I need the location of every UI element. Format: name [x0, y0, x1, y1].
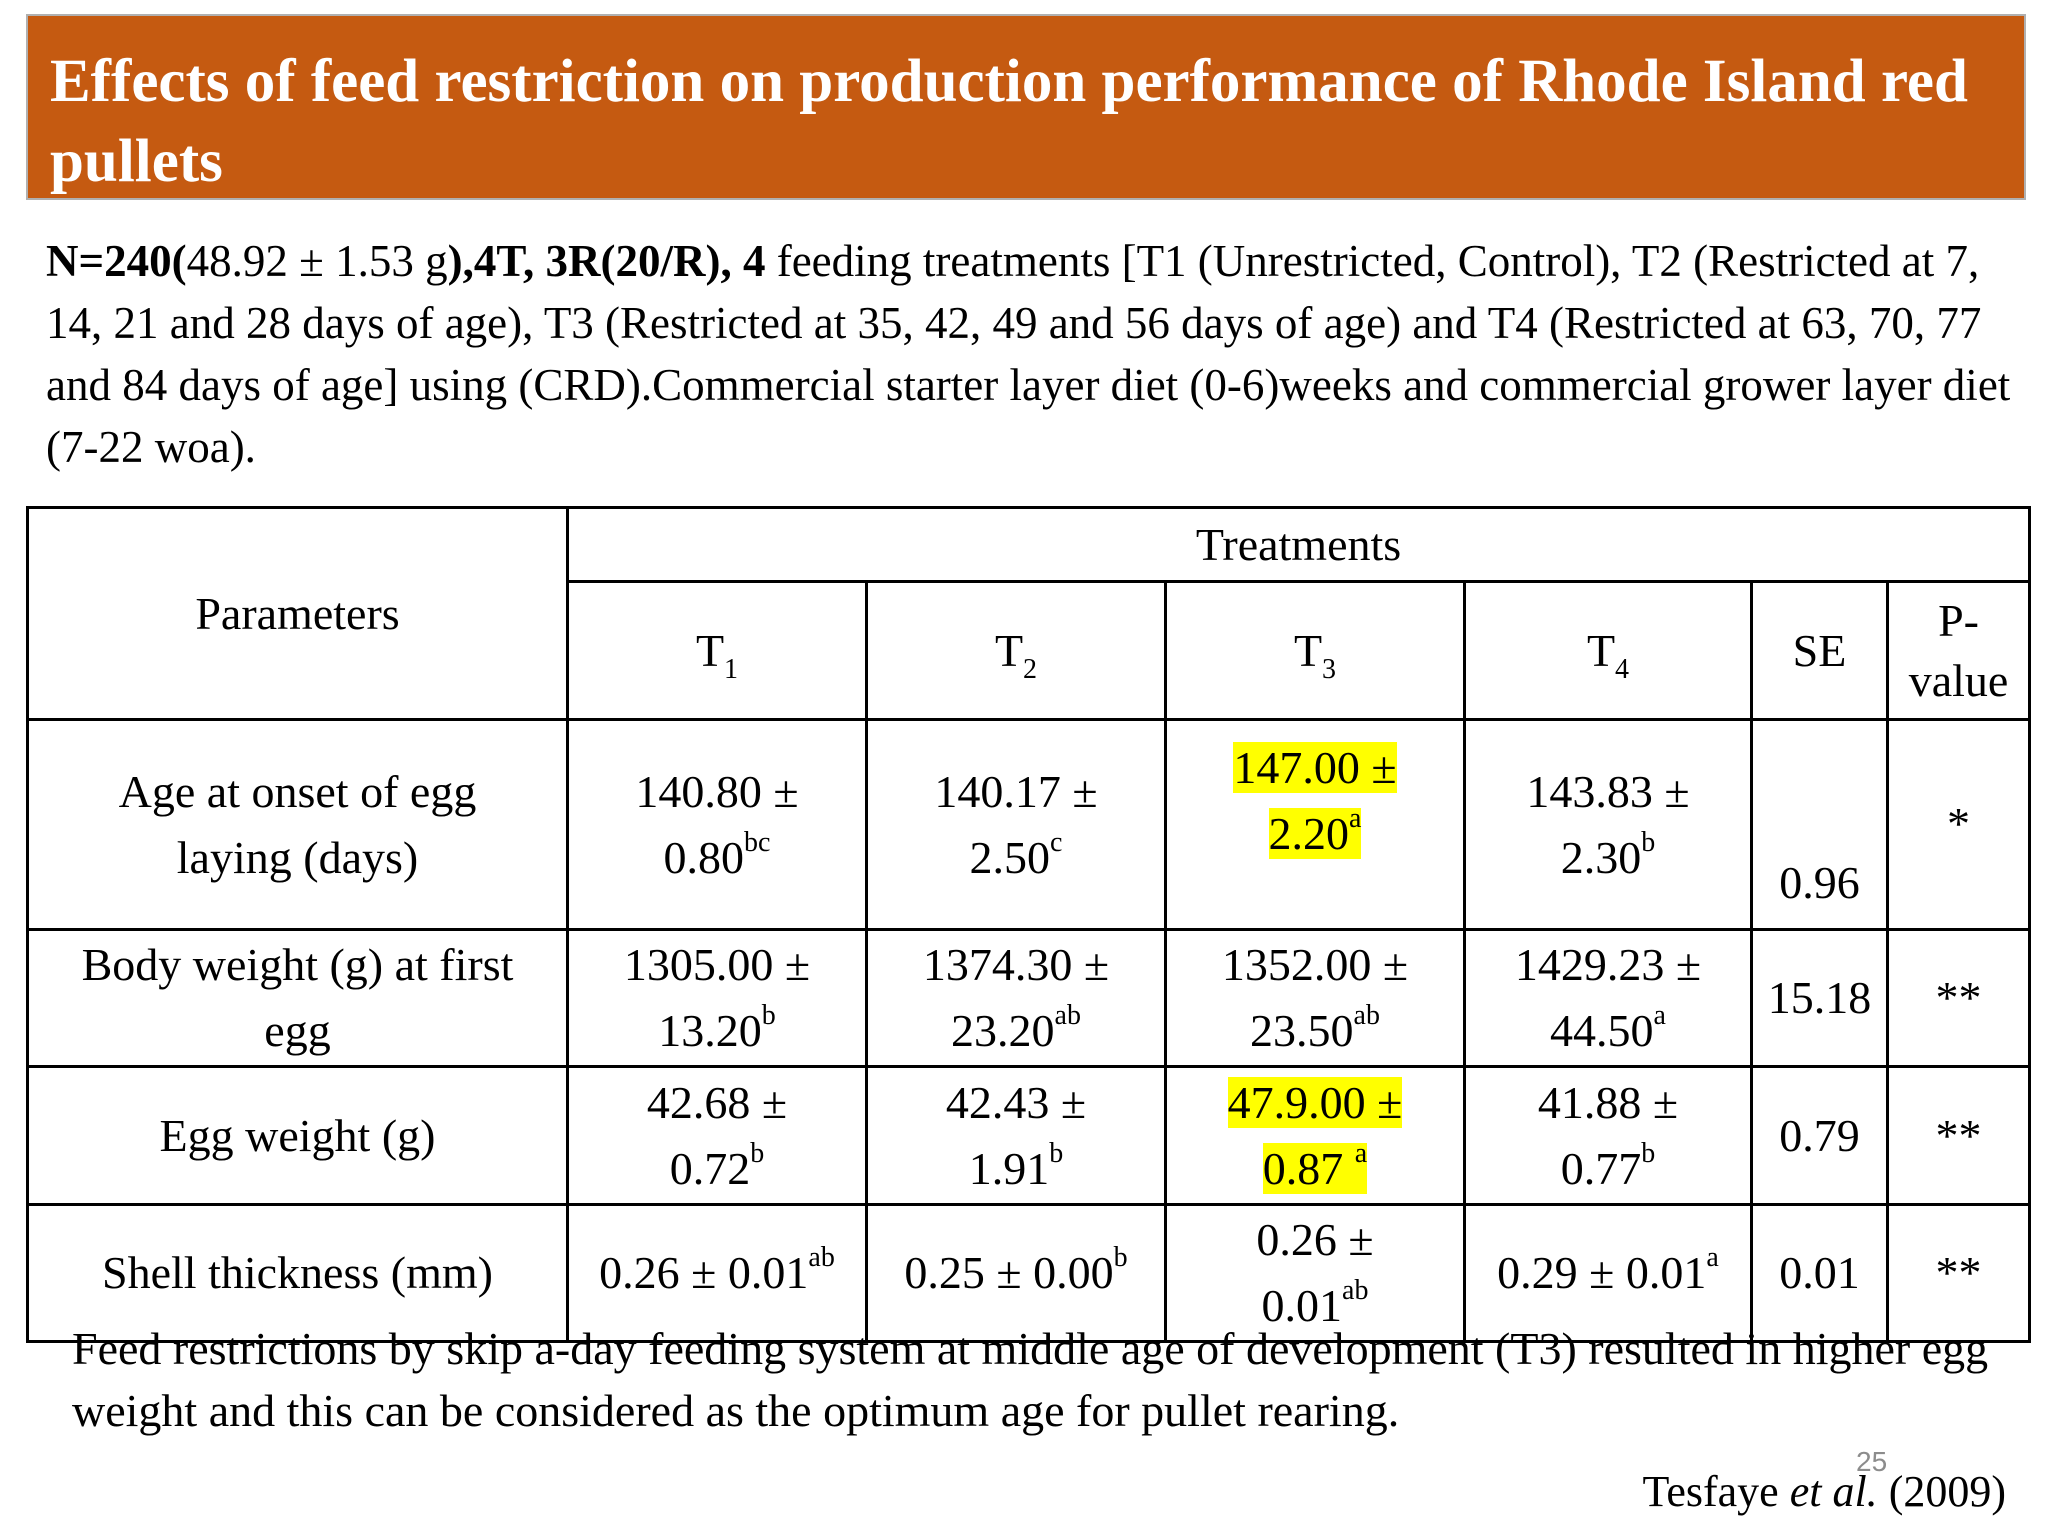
col-t1-header: T1	[566, 580, 868, 721]
row-parameter: Age at onset of egg laying (days)	[26, 718, 569, 931]
intro-paragraph: N=240(48.92 ± 1.53 g),4T, 3R(20/R), 4 fe…	[46, 230, 2036, 478]
table-row: Egg weight (g) 42.68 ± 0.72b 42.43 ± 1.9…	[26, 1065, 2032, 1206]
results-table: Parameters Treatments T1 T2 T3 T4 SE P-v…	[26, 506, 2032, 1343]
col-t2-header: T2	[865, 580, 1167, 721]
data-cell: 1429.23 ± 44.50a	[1463, 928, 1753, 1068]
col-se-header: SE	[1750, 580, 1889, 721]
conclusion-text: Feed restrictions by skip a-day feeding …	[72, 1323, 1989, 1436]
row-parameter: Shell thickness (mm)	[26, 1203, 569, 1343]
header-row: Parameters Treatments	[26, 506, 2032, 721]
slide-title: Effects of feed restriction on productio…	[26, 14, 2026, 200]
p-value-cell: **	[1885, 1065, 2032, 1206]
data-cell: 0.26 ± 0.01ab	[1164, 1203, 1466, 1343]
se-cell: 0.79	[1750, 1065, 1889, 1206]
parameters-header: Parameters	[26, 506, 569, 721]
row-parameter: Body weight (g) at first egg	[26, 928, 569, 1068]
design-summary: ),4T, 3R(20/R), 4	[447, 236, 766, 286]
data-cell: 42.68 ± 0.72b	[566, 1065, 868, 1206]
data-cell: 0.25 ± 0.00b	[865, 1203, 1167, 1343]
treatments-header: Treatments	[565, 506, 2032, 583]
data-cell: 0.26 ± 0.01ab	[566, 1203, 868, 1343]
subheader-row: T1 T2 T3 T4 SE P-value	[28, 580, 2032, 721]
data-cell: 1374.30 ± 23.20ab	[865, 928, 1167, 1068]
data-cell: 42.43 ± 1.91b	[865, 1065, 1167, 1206]
data-cell-highlighted: 147.00 ± 2.20a	[1164, 718, 1466, 931]
slide-number: 25	[1856, 1446, 1888, 1477]
row-parameter: Egg weight (g)	[26, 1065, 569, 1206]
col-p-header: P-value	[1885, 580, 2032, 721]
intro-text: feeding treatments [T1 (Unrestricted, Co…	[46, 236, 2011, 472]
citation-etal: et al.	[1789, 1467, 1878, 1516]
col-t3-header: T3	[1164, 580, 1466, 721]
data-cell-highlighted: 47.9.00 ± 0.87 a	[1164, 1065, 1466, 1206]
table-row: Body weight (g) at first egg 1305.00 ± 1…	[26, 928, 2032, 1068]
data-cell: 143.83 ± 2.30b	[1463, 718, 1753, 931]
data-cell: 140.80 ± 0.80bc	[566, 718, 868, 931]
table-row: Shell thickness (mm) 0.26 ± 0.01ab 0.25 …	[26, 1203, 2032, 1343]
sample-size-label: N=240(	[46, 236, 187, 286]
se-cell: 0.01	[1750, 1203, 1889, 1343]
se-cell: 15.18	[1750, 928, 1889, 1068]
p-value-cell: **	[1885, 1203, 2032, 1343]
data-cell: 140.17 ± 2.50c	[865, 718, 1167, 931]
p-value-cell: *	[1885, 718, 2032, 931]
data-cell: 41.88 ± 0.77b	[1463, 1065, 1753, 1206]
se-cell: 0.96	[1750, 718, 1889, 931]
data-cell: 1352.00 ± 23.50ab	[1164, 928, 1466, 1068]
data-cell: 1305.00 ± 13.20b	[566, 928, 868, 1068]
col-t4-header: T4	[1463, 580, 1753, 721]
table-row: Age at onset of egg laying (days) 140.80…	[26, 718, 2032, 931]
citation: Tesfaye et al. (2009)	[1642, 1467, 2006, 1516]
p-value-cell: **	[1885, 928, 2032, 1068]
initial-weight: 48.92 ± 1.53 g	[186, 236, 448, 286]
data-cell: 0.29 ± 0.01a	[1463, 1203, 1753, 1343]
